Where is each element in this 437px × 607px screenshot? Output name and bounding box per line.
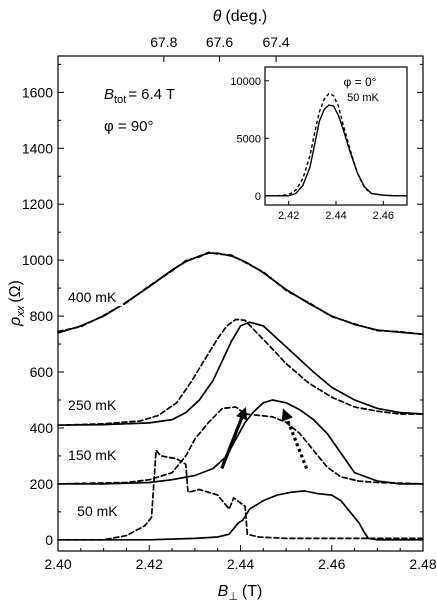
arrow-head bbox=[281, 408, 293, 422]
x-tick-label: 2.40 bbox=[44, 556, 71, 572]
x-axis-ticks: 2.40 2.42 2.44 2.46 2.48 bbox=[44, 545, 437, 572]
inset-x-tick-label: 2.46 bbox=[373, 210, 394, 222]
curve-label-bg bbox=[67, 289, 124, 307]
arrows bbox=[220, 406, 309, 470]
inset-background bbox=[256, 64, 414, 212]
y-tick-label: 1400 bbox=[22, 140, 53, 156]
inset-phi-annotation: φ = 0° bbox=[344, 75, 377, 89]
x-axis-label: B⊥ (T) bbox=[218, 583, 263, 603]
curve-label-bg bbox=[76, 503, 133, 521]
inset-x-tick-label: 2.44 bbox=[325, 210, 346, 222]
x-tick-label: 2.48 bbox=[409, 556, 436, 572]
curve-label: 250 mK bbox=[68, 397, 117, 413]
arrow-shaft bbox=[285, 418, 309, 470]
top-axis-ticks: 67.8 67.6 67.4 bbox=[150, 34, 290, 62]
inset-y-tick-label: 10000 bbox=[230, 76, 261, 88]
series-400mk-dashed bbox=[57, 251, 424, 336]
inset-x-ticks: 2.42 2.44 2.46 bbox=[278, 201, 394, 222]
curve-label: 400 mK bbox=[68, 289, 117, 305]
y-tick-label: 800 bbox=[30, 308, 54, 324]
inset-series-dashed bbox=[265, 92, 407, 197]
inset-y-tick-label: 5000 bbox=[237, 133, 261, 145]
arrow-head bbox=[236, 406, 248, 421]
curve-label: 150 mK bbox=[68, 447, 117, 463]
series-150mk-dashed bbox=[57, 406, 424, 485]
curve-label: 50 mK bbox=[77, 503, 118, 519]
curve-label-bg bbox=[67, 447, 124, 465]
y-tick-label: 0 bbox=[45, 532, 53, 548]
curve-labels: 400 mK 250 mK 150 mK 50 mK bbox=[67, 289, 133, 521]
top-axis-label: θ (deg.) bbox=[213, 8, 267, 25]
phi-annotation: φ = 90° bbox=[104, 118, 154, 135]
x-tick-label: 2.44 bbox=[227, 556, 254, 572]
y-axis-label: ρxx(Ω) bbox=[7, 280, 27, 327]
inset-y-tick-label: 0 bbox=[255, 191, 261, 203]
series-250mk-dashed bbox=[57, 318, 424, 427]
top-tick-label: 67.4 bbox=[262, 34, 289, 50]
inset-y-ticks: 0 5000 10000 bbox=[230, 76, 269, 203]
x-tick-label: 2.42 bbox=[136, 556, 163, 572]
y-tick-label: 200 bbox=[30, 476, 54, 492]
arrow-shaft bbox=[220, 417, 244, 470]
y-tick-label: 1000 bbox=[22, 252, 53, 268]
top-tick-label: 67.8 bbox=[150, 34, 177, 50]
series-150mk-solid bbox=[57, 399, 424, 485]
inset-temp-annotation: 50 mK bbox=[347, 92, 379, 104]
y-tick-label: 1600 bbox=[22, 84, 53, 100]
series-50mk-solid bbox=[57, 490, 424, 541]
series-layer bbox=[57, 251, 424, 541]
inset-series-solid bbox=[265, 104, 407, 197]
series-250mk-solid bbox=[57, 321, 424, 427]
curve-label-bg bbox=[67, 396, 124, 414]
y-tick-label: 400 bbox=[30, 420, 54, 436]
inset-x-tick-label: 2.42 bbox=[278, 210, 299, 222]
top-tick-label: 67.6 bbox=[206, 34, 233, 50]
inset-series-layer bbox=[265, 92, 407, 197]
y-tick-label: 600 bbox=[30, 364, 54, 380]
series-50mk-dashed bbox=[57, 449, 424, 541]
y-tick-label: 1200 bbox=[22, 196, 53, 212]
btot-annotation: Btot = 6.4 T bbox=[104, 86, 175, 106]
inset-chart: 2.42 2.44 2.46 0 5000 10000 φ = 0° 50 mK bbox=[230, 64, 414, 222]
x-tick-label: 2.46 bbox=[318, 556, 345, 572]
